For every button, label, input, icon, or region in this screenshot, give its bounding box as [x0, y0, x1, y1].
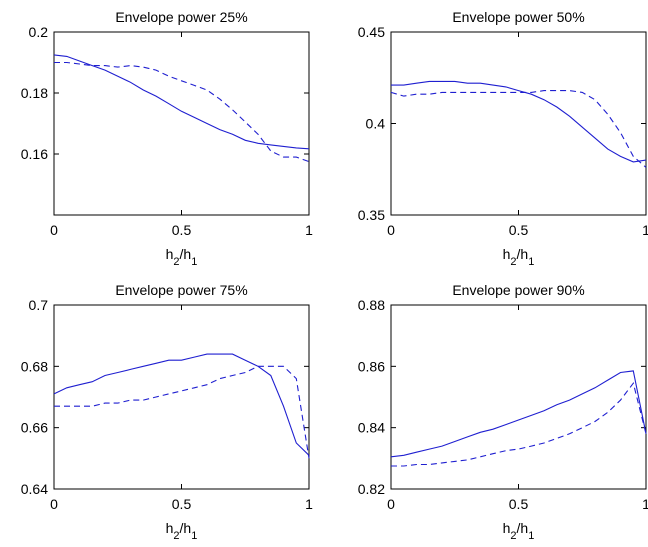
- y-tick-label: 0.84: [358, 420, 385, 436]
- x-tick-label: 0.5: [509, 496, 529, 512]
- subplot-3: Envelope power 75% 0 0.5 1 0.64 0.66 0.68 0.7 h2…: [21, 282, 313, 542]
- series-line-solid: [53, 54, 310, 150]
- axes-frame: [390, 304, 647, 490]
- series-line-dashed: [54, 61, 310, 163]
- y-tick-label: 0.18: [21, 85, 48, 101]
- chart-title: Envelope power 75%: [115, 282, 247, 298]
- axes-frame: [390, 31, 647, 216]
- axes-frame: [53, 304, 310, 490]
- series-line-solid: [391, 80, 647, 163]
- x-tick-label: 0.5: [172, 222, 192, 238]
- x-axis-label: h2/h1: [503, 246, 535, 268]
- x-tick-label: 0.5: [509, 222, 529, 238]
- series-line-solid: [53, 353, 310, 456]
- x-tick-label: 0: [387, 496, 395, 512]
- x-axis-label: h2/h1: [503, 520, 535, 542]
- series-line-dashed: [390, 90, 647, 168]
- x-tick-label: 1: [305, 222, 313, 238]
- y-tick-label: 0.4: [366, 116, 386, 132]
- series-line-solid: [390, 370, 647, 458]
- y-tick-label: 0.64: [21, 481, 48, 497]
- x-tick-label: 0.5: [172, 496, 192, 512]
- y-tick-label: 0.86: [358, 358, 385, 374]
- y-tick-label: 0.45: [358, 24, 385, 40]
- y-tick-label: 0.16: [21, 146, 48, 162]
- y-tick-label: 0.2: [29, 24, 49, 40]
- series-line-dashed: [391, 381, 647, 467]
- series-line-dashed: [54, 365, 310, 459]
- y-tick-label: 0.66: [21, 420, 48, 436]
- chart-title: Envelope power 50%: [452, 9, 584, 25]
- x-tick-label: 0: [50, 222, 58, 238]
- x-axis-label: h2/h1: [166, 246, 198, 268]
- axes-frame: [53, 31, 310, 216]
- x-tick-label: 0: [387, 222, 395, 238]
- subplot-4: Envelope power 90% 0 0.5 1 0.82 0.84 0.86 0.88 h…: [358, 282, 648, 542]
- x-tick-label: 1: [305, 496, 313, 512]
- x-tick-label: 0: [50, 496, 58, 512]
- y-tick-label: 0.7: [29, 297, 49, 313]
- subplot-2: Envelope power 50% 0 0.5 1 0.35 0.4 0.45 h2/h1: [358, 9, 648, 268]
- x-axis-label: h2/h1: [166, 520, 198, 542]
- chart-title: Envelope power 25%: [115, 9, 247, 25]
- y-tick-label: 0.88: [358, 297, 385, 313]
- x-tick-label: 1: [642, 222, 648, 238]
- chart-title: Envelope power 90%: [452, 282, 584, 298]
- y-tick-label: 0.35: [358, 207, 385, 223]
- subplot-1: Envelope power 25% 0 0.5 1 0.16 0.18 0.2 h2/h1: [21, 9, 313, 268]
- x-tick-label: 1: [642, 496, 648, 512]
- y-tick-label: 0.68: [21, 358, 48, 374]
- y-tick-label: 0.82: [358, 481, 385, 497]
